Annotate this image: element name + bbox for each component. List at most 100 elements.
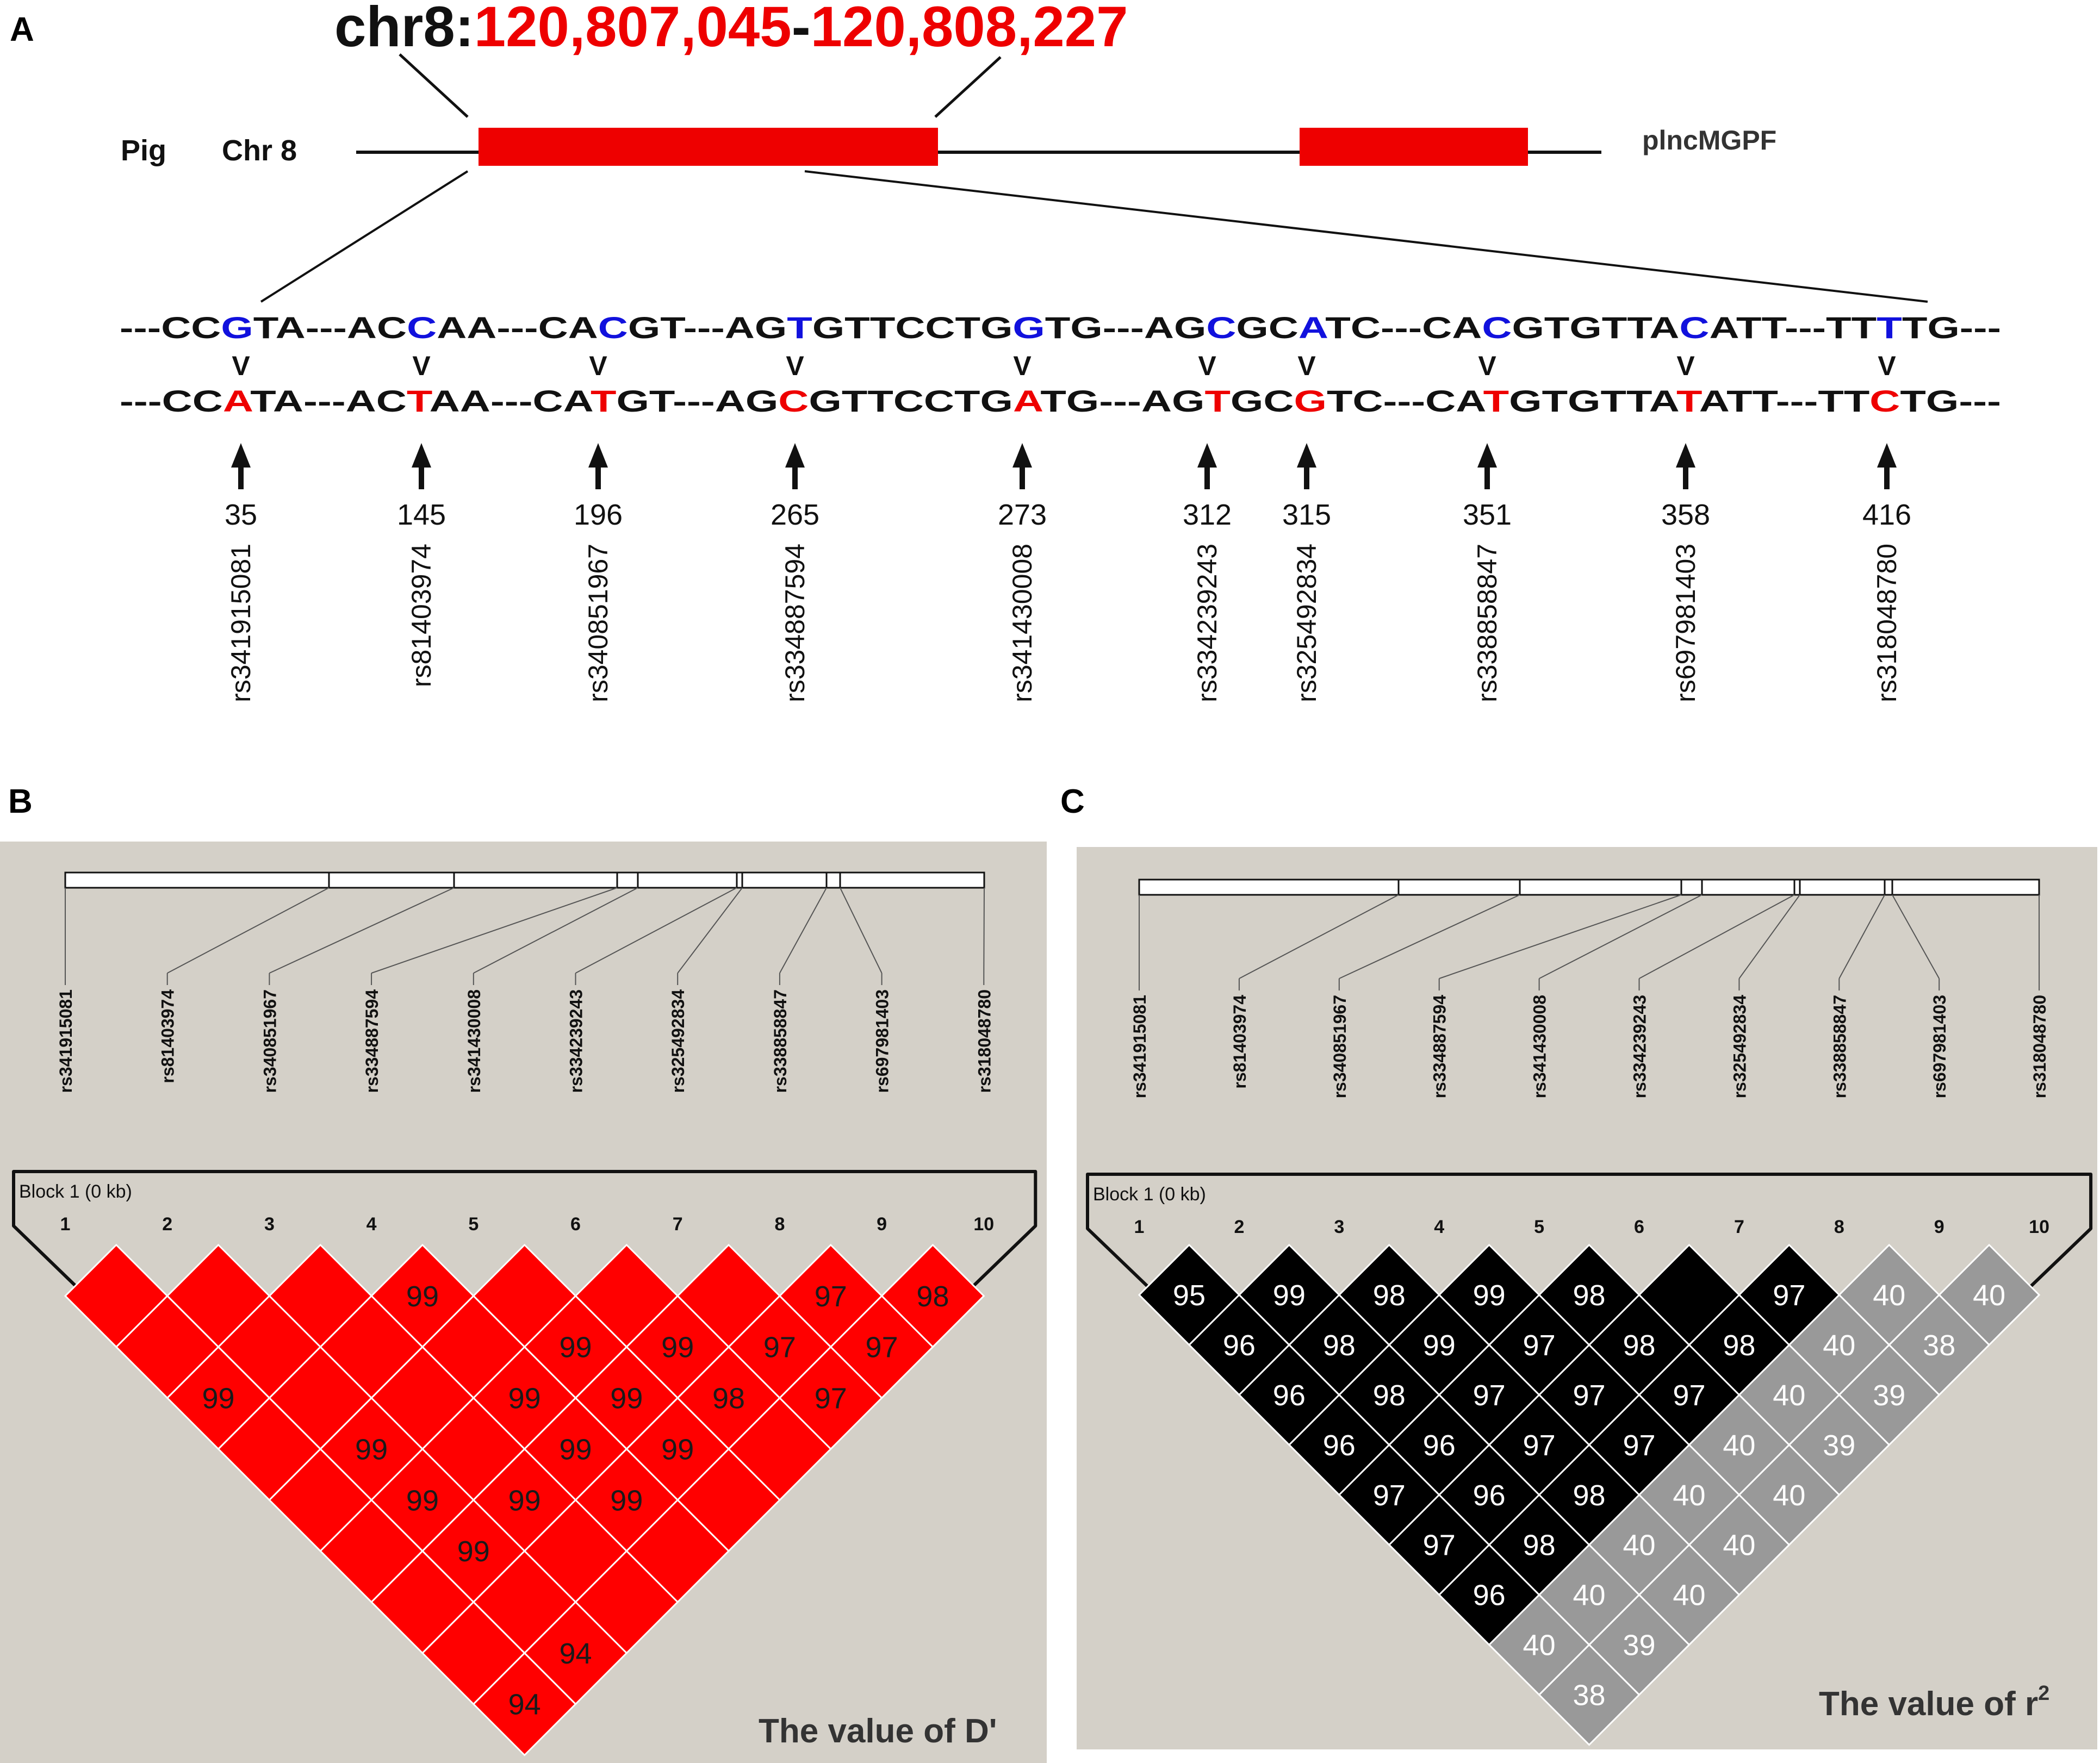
- alt-seg-13: G: [1294, 384, 1327, 418]
- ld-snp-name-6: rs334239243: [1630, 995, 1650, 1098]
- snp-position-9: 358: [1661, 499, 1710, 531]
- ld-value-8-9: 40: [1873, 1279, 1905, 1312]
- snp-index-5: 5: [468, 1214, 479, 1235]
- ld-value-4-9: 99: [610, 1484, 643, 1517]
- ref-seg-0: ---CC: [120, 310, 221, 345]
- snp-connector-5: [1539, 894, 1703, 979]
- ld-snp-name-5: rs341430008: [464, 989, 484, 1093]
- ld-value-2-10: 94: [559, 1637, 592, 1670]
- ld-value-2-7: 96: [1473, 1479, 1506, 1512]
- snp-position-3: 196: [574, 499, 623, 531]
- ld-value-2-5: 98: [1373, 1379, 1406, 1412]
- variant-mark-6: V: [1198, 351, 1216, 381]
- ld-value-9-10: 98: [916, 1280, 949, 1313]
- ld-plot-dprime: rs341915081 rs81403974 rs340851967 rs334887…: [12, 871, 1037, 1756]
- r2-caption-sup: 2: [2038, 1682, 2049, 1705]
- ref-seg-12: GC: [1236, 310, 1298, 345]
- snp-name-1: rs341915081: [226, 544, 256, 702]
- ld-snp-name-4: rs334887594: [362, 989, 382, 1093]
- alt-seg-1: A: [223, 384, 252, 418]
- ref-seg-7: T: [787, 310, 812, 345]
- ref-seg-13: A: [1298, 310, 1327, 345]
- ld-value-3-6: 97: [1473, 1379, 1506, 1412]
- ld-value-5-8: 99: [610, 1382, 643, 1415]
- ld-snp-name-3: rs340851967: [260, 989, 279, 1093]
- reference-sequence: ---CC G TA---AC C AA---CA C GT---AG T GTTCCTG G TG…: [120, 310, 2001, 345]
- snp-position-5: 273: [998, 499, 1047, 531]
- ld-value-5-7: 99: [559, 1331, 592, 1364]
- snp-connector-3: [1339, 894, 1520, 979]
- alt-seg-20: TG---: [1900, 384, 2001, 418]
- ld-snp-name-7: rs325492834: [668, 989, 688, 1093]
- ld-snp-name-7: rs325492834: [1730, 995, 1749, 1099]
- alt-seg-17: T: [1676, 384, 1702, 418]
- snp-arrow-head-9: [1676, 443, 1695, 468]
- snp-position-bar: [1138, 879, 2040, 896]
- alt-seg-15: T: [1483, 384, 1509, 418]
- ld-value-7-10: 39: [1873, 1379, 1905, 1412]
- snp-connector-7: [1738, 894, 1800, 979]
- panel-a-label: A: [10, 11, 34, 48]
- variant-mark-8: V: [1478, 351, 1496, 381]
- snp-connector-9: [840, 887, 883, 974]
- snp-arrow-head-10: [1877, 443, 1897, 468]
- ld-snp-name-4: rs334887594: [1430, 995, 1450, 1099]
- snp-connector-8: [779, 887, 827, 974]
- alt-seg-0: ---CC: [120, 384, 223, 418]
- ld-value-7-10: 97: [815, 1382, 847, 1415]
- zoom-line-right: [934, 56, 1002, 118]
- ld-value-2-4: 98: [1323, 1329, 1356, 1362]
- ld-snp-name-10: rs318048780: [974, 989, 994, 1093]
- ld-value-6-9: 98: [712, 1382, 745, 1415]
- ld-value-3-4: 98: [1373, 1279, 1406, 1312]
- ld-snp-name-9: rs697981403: [873, 989, 892, 1093]
- ld-value-6-8: 98: [1723, 1329, 1755, 1362]
- ld-snp-name-8: rs338858847: [771, 989, 790, 1093]
- ld-value-7-9: 97: [763, 1331, 796, 1364]
- snp-index-5: 5: [1534, 1217, 1544, 1237]
- snp-connector-3: [269, 887, 455, 974]
- ld-snp-name-2: rs81403974: [158, 989, 178, 1083]
- snp-index-10: 10: [2029, 1217, 2049, 1237]
- ld-value-7-9: 40: [1823, 1329, 1855, 1362]
- ld-plot-r2: rs341915081 rs81403974 rs340851967 rs334887…: [1086, 879, 2093, 1746]
- ld-value-4-5: 99: [1473, 1279, 1506, 1312]
- dprime-caption: The value of D': [759, 1712, 997, 1750]
- ld-value-2-8: 99: [457, 1535, 490, 1568]
- panel-c: C rs341915081 rs81403974 rs340851967 rs3348…: [1060, 783, 2097, 1749]
- ld-value-2-3: 99: [1273, 1279, 1306, 1312]
- alt-seg-5: T: [591, 384, 616, 418]
- ld-value-6-8: 99: [661, 1331, 694, 1364]
- alt-seg-7: C: [778, 384, 809, 418]
- snp-index-2: 2: [162, 1214, 172, 1235]
- ld-value-2-6: 96: [1423, 1429, 1456, 1462]
- ref-seg-15: C: [1482, 310, 1512, 345]
- snp-connector-2: [1239, 894, 1399, 979]
- variant-mark-4: V: [786, 351, 804, 381]
- snp-arrow-head-2: [412, 443, 431, 468]
- ld-value-5-9: 99: [661, 1433, 694, 1466]
- snp-connector-4: [1439, 894, 1682, 979]
- ld-snp-name-8: rs338858847: [1830, 995, 1849, 1098]
- snp-connector-6: [575, 887, 737, 974]
- panel-c-label: C: [1060, 783, 1085, 820]
- gene-label: plncMGPF: [1642, 125, 1776, 155]
- snp-connector-8: [1838, 894, 1885, 979]
- snp-name-6: rs334239243: [1192, 544, 1222, 702]
- ld-value-1-10: 94: [508, 1689, 541, 1721]
- alt-seg-2: TA---AC: [250, 384, 407, 418]
- ld-value-4-8: 99: [559, 1433, 592, 1466]
- coord-start: 120,807,045: [474, 0, 792, 59]
- ref-seg-19: T: [1877, 310, 1902, 345]
- snp-connector-4: [371, 887, 618, 974]
- ld-value-6-10: 39: [1823, 1429, 1855, 1462]
- snp-position-1: 35: [225, 499, 257, 531]
- snp-arrow-head-3: [588, 443, 608, 468]
- snp-index-1: 1: [1134, 1217, 1145, 1237]
- ld-snp-name-1: rs341915081: [1130, 995, 1150, 1098]
- species-label: Pig: [121, 134, 166, 167]
- ref-seg-4: AA---CA: [437, 310, 598, 345]
- r2-caption-main: The value of r: [1819, 1685, 2038, 1723]
- alt-seg-18: ATT---TT: [1699, 384, 1870, 418]
- snp-name-9: rs697981403: [1670, 544, 1701, 702]
